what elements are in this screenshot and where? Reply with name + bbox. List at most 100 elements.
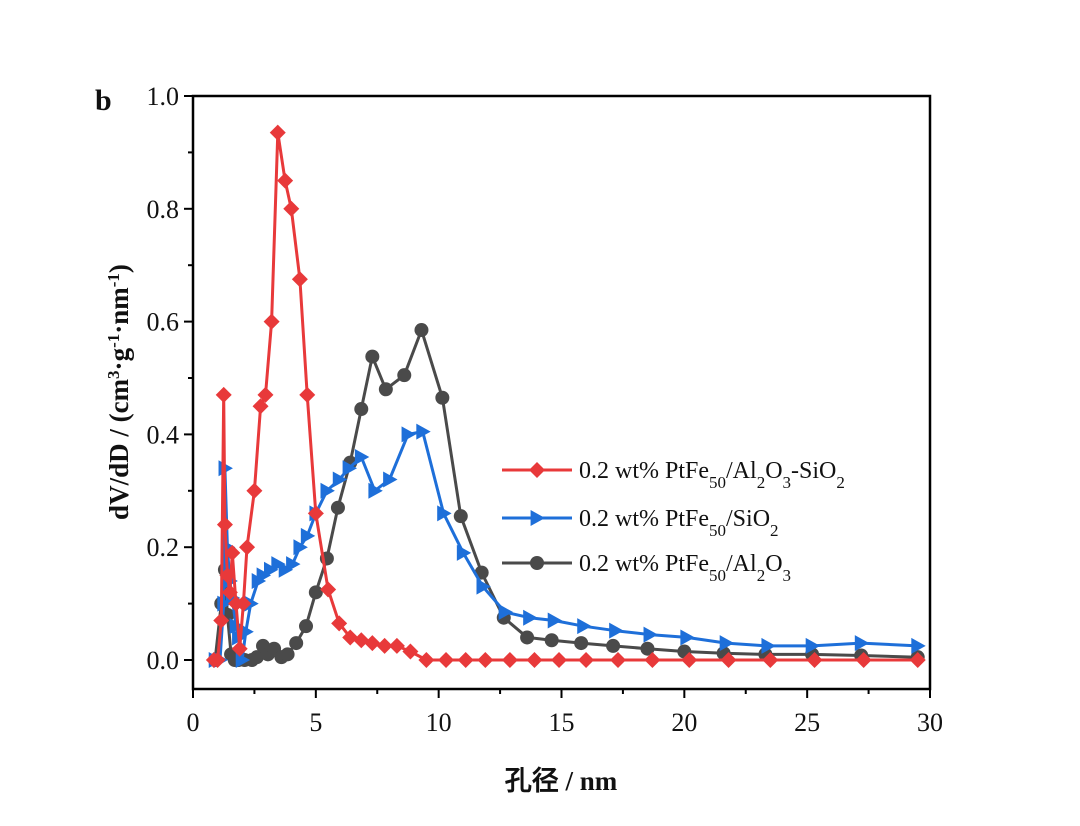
legend-item: 0.2 wt% PtFe50/Al2O3 (502, 551, 791, 585)
data-point (283, 200, 300, 217)
data-point (215, 386, 232, 403)
data-point (308, 585, 323, 600)
data-point (640, 641, 655, 656)
data-point (365, 349, 380, 364)
data-point (342, 629, 359, 646)
data-point (388, 637, 405, 654)
data-point (498, 604, 513, 621)
data-point (332, 471, 348, 488)
series-line (213, 131, 918, 662)
y-axis-title: dV/dD / (cm3·g-1·nm-1) (104, 264, 135, 520)
data-point (383, 471, 398, 488)
legend-text-part: /Al (726, 458, 757, 484)
data-point (720, 652, 737, 668)
data-point (577, 618, 592, 635)
legend-text-part: 0.2 wt% PtFe (579, 506, 709, 532)
data-point (277, 172, 294, 189)
data-point (762, 652, 779, 668)
legend-subscript: 3 (783, 473, 792, 492)
legend-text-part: O (765, 458, 782, 484)
series-layer (205, 124, 926, 668)
data-point (523, 609, 538, 626)
data-point (320, 482, 335, 499)
data-point (526, 652, 543, 668)
y-title-sup3: -1 (104, 273, 123, 287)
data-point (476, 578, 491, 595)
legend-subscript: 50 (709, 521, 726, 540)
y-title-mid2: ·nm (104, 287, 134, 334)
legend-text-part: /SiO (726, 506, 770, 532)
legend-text-part: O (765, 551, 782, 577)
legend-subscript: 2 (757, 473, 766, 492)
data-point (402, 643, 419, 660)
data-point (307, 505, 324, 522)
data-point (520, 630, 535, 645)
data-point (401, 426, 416, 443)
legend-swatch-marker (529, 462, 545, 478)
legend-swatch-marker (530, 510, 545, 526)
data-point (437, 505, 452, 522)
y-tick-label: 1.0 (147, 82, 180, 111)
data-point (231, 640, 248, 657)
data-point (213, 612, 230, 629)
data-point (271, 556, 286, 573)
data-point (252, 398, 269, 415)
x-tick-label: 0 (187, 708, 200, 737)
y-tick-label: 0.6 (147, 308, 180, 337)
data-point (299, 386, 316, 403)
data-point (286, 556, 301, 573)
data-point (330, 500, 345, 515)
data-point (643, 626, 658, 643)
data-point (909, 652, 926, 668)
data-point (551, 652, 568, 668)
legend-item: 0.2 wt% PtFe50/SiO2 (502, 506, 779, 540)
legend-subscript: 3 (783, 566, 792, 585)
y-title-end: ) (104, 264, 134, 273)
data-point (368, 482, 383, 499)
data-point (256, 567, 272, 584)
legend-text-part: 0.2 wt% PtFe (579, 458, 709, 484)
data-point (239, 623, 254, 640)
data-point (805, 637, 821, 654)
data-point (354, 448, 370, 465)
data-point (331, 615, 348, 632)
data-point (300, 527, 316, 544)
y-title-sup2: -1 (104, 334, 123, 348)
series-diamond (205, 124, 926, 668)
legend-text-part: /Al (726, 551, 757, 577)
data-point (761, 637, 776, 654)
data-point (397, 368, 412, 383)
data-point (278, 561, 294, 578)
data-point (216, 516, 233, 533)
data-point (289, 636, 304, 651)
data-point (376, 637, 393, 654)
data-point (246, 482, 263, 499)
data-point (364, 635, 381, 652)
data-point (574, 636, 589, 651)
data-point (291, 271, 308, 288)
data-point (453, 509, 468, 524)
legend-subscript: 2 (757, 566, 766, 585)
data-point (353, 632, 370, 649)
data-point (416, 423, 431, 440)
legend-label: 0.2 wt% PtFe50/Al2O3-SiO2 (579, 458, 845, 492)
data-point (354, 402, 369, 417)
data-point (269, 124, 286, 141)
data-point (342, 460, 357, 477)
data-point (224, 544, 241, 561)
legend-text-part: -SiO (791, 458, 836, 484)
y-title-main: dV/dD / (cm (104, 378, 134, 520)
panel-label: b (95, 84, 112, 117)
data-point (547, 612, 563, 629)
data-point (606, 638, 621, 653)
legend-text-part: 0.2 wt% PtFe (579, 551, 709, 577)
data-point (438, 652, 455, 668)
x-tick-label: 10 (426, 708, 452, 737)
data-point (320, 581, 337, 598)
series-triangle-right (208, 423, 926, 668)
data-point (681, 652, 698, 668)
data-point (280, 647, 295, 662)
y-title-mid1: ·g (104, 347, 134, 370)
data-point (477, 652, 494, 668)
